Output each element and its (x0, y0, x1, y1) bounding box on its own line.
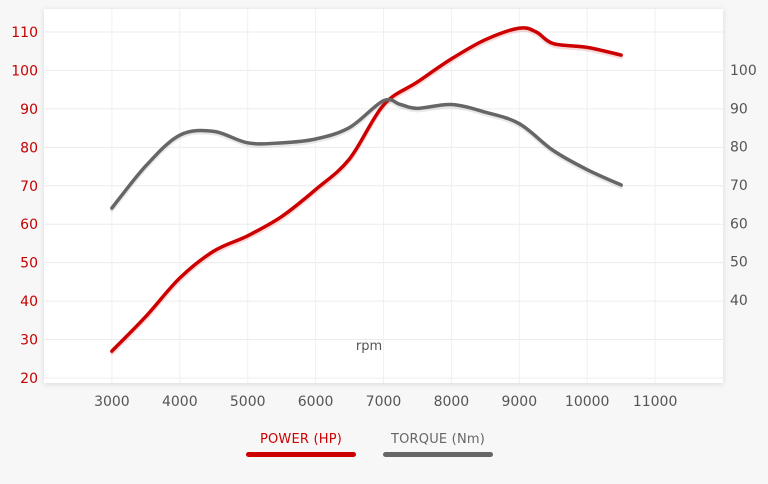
legend-power-label: POWER (HP) (259, 432, 343, 447)
legend-torque-label: TORQUE (Nm) (390, 432, 486, 447)
x-tick-label: 3000 (94, 394, 130, 410)
x-tick-label: 4000 (162, 394, 198, 410)
y-left-tick-label: 70 (20, 179, 38, 195)
power-series-line (110, 26, 623, 353)
y-left-tick-label: 110 (11, 25, 38, 41)
y-left-tick-label: 50 (20, 256, 38, 272)
y-right-tick-label: 80 (730, 140, 748, 156)
x-tick-label: 7000 (366, 394, 402, 410)
y-left-tick-label: 20 (20, 371, 38, 387)
torque-series-line (110, 97, 623, 210)
x-axis-label: rpm (356, 339, 382, 354)
y-left-tick-label: 100 (11, 63, 38, 79)
legend-torque-swatch (383, 452, 493, 457)
y-left-tick-label: 90 (20, 102, 38, 118)
y-right-tick-label: 40 (730, 293, 748, 309)
y-right-tick-label: 50 (730, 255, 748, 271)
x-tick-label: 6000 (298, 394, 334, 410)
x-tick-label: 5000 (230, 394, 266, 410)
y-right-tick-label: 100 (730, 63, 757, 79)
legend-torque: TORQUE (Nm) (383, 432, 493, 457)
x-tick-label: 9000 (501, 394, 537, 410)
y-right-tick-label: 90 (730, 101, 748, 117)
y-left-tick-label: 30 (20, 333, 38, 349)
x-tick-label: 10000 (565, 394, 610, 410)
x-tick-label: 11000 (633, 394, 678, 410)
y-right-tick-label: 70 (730, 178, 748, 194)
y-right-tick-label: 60 (730, 216, 748, 232)
y-left-tick-label: 80 (20, 140, 38, 156)
y-left-tick-label: 40 (20, 294, 38, 310)
y-left-tick-label: 60 (20, 217, 38, 233)
x-tick-label: 8000 (434, 394, 470, 410)
legend-power: POWER (HP) (246, 432, 356, 457)
legend-power-swatch (246, 452, 356, 457)
